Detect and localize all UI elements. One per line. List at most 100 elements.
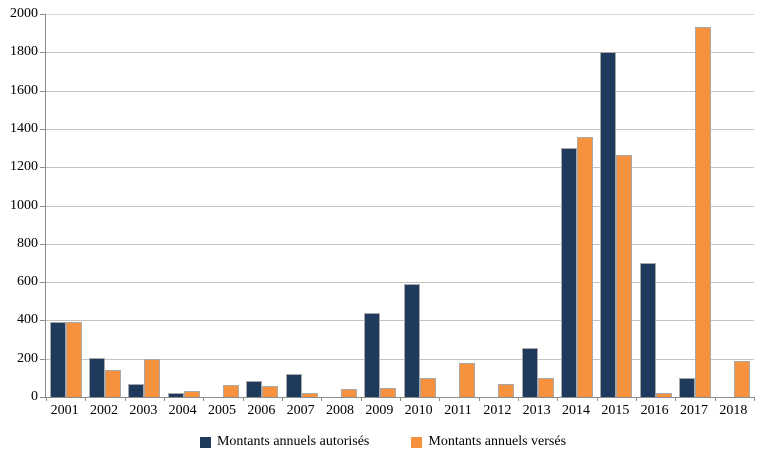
legend-item-verses: Montants annuels versés (411, 434, 566, 450)
gridline-800 (46, 243, 754, 245)
x-axis-tick (360, 397, 362, 401)
x-axis-tick (675, 397, 677, 401)
x-axis-tick (478, 397, 480, 401)
bar-slot (639, 262, 656, 397)
bar-slot (88, 357, 105, 397)
y-axis-label-1400: 1400 (10, 120, 38, 136)
bar-verses-2008 (340, 389, 357, 397)
bar-slot (576, 136, 593, 397)
bar-autorises-2016 (639, 262, 656, 397)
legend-swatch-autorises-icon (199, 436, 211, 448)
bar-autorises-2006 (246, 380, 263, 397)
bar-group-2009 (361, 14, 400, 397)
bar-verses-2004 (183, 391, 200, 397)
x-axis-tick (557, 397, 559, 401)
bar-group-2012 (479, 14, 518, 397)
bar-slot (262, 385, 279, 397)
bar-group-2002 (85, 14, 124, 397)
y-axis-label-800: 800 (17, 235, 38, 251)
bar-verses-2012 (498, 383, 515, 397)
bar-slot (285, 374, 302, 397)
bar-slot (183, 391, 200, 397)
y-axis-tick (40, 282, 45, 284)
bar-verses-2001 (65, 322, 82, 397)
bar-slot (734, 360, 751, 397)
bar-autorises-2017 (678, 377, 695, 397)
x-axis-label-2004: 2004 (168, 403, 197, 418)
bar-slot (419, 377, 436, 397)
bar-verses-2017 (694, 27, 711, 397)
y-axis-tick (40, 205, 45, 207)
x-axis-label-2003: 2003 (129, 403, 158, 418)
x-axis-tick (124, 397, 126, 401)
bar-group-2017 (675, 14, 714, 397)
gridline-1400 (46, 128, 754, 130)
bar-autorises-2010 (403, 284, 420, 397)
bar-verses-2006 (262, 385, 279, 397)
bar-verses-2010 (419, 377, 436, 397)
x-axis-label-2016: 2016 (640, 403, 669, 418)
gridline-1600 (46, 90, 754, 92)
bar-slot (655, 393, 672, 397)
bar-verses-2003 (144, 358, 161, 397)
x-axis-tick (714, 397, 716, 401)
y-axis-tick (40, 358, 45, 360)
bar-group-2003 (125, 14, 164, 397)
x-axis-label-2008: 2008 (325, 403, 354, 418)
bar-slot (144, 358, 161, 397)
x-axis-label-2015: 2015 (601, 403, 630, 418)
x-axis-tick (400, 397, 401, 401)
y-axis-label-2000: 2000 (10, 6, 38, 21)
x-axis-label-2002: 2002 (89, 403, 118, 418)
bar-slot (340, 389, 357, 397)
x-axis-label-2006: 2006 (247, 403, 276, 418)
bar-verses-2013 (537, 377, 554, 397)
bar-autorises-2014 (560, 148, 577, 397)
bar-group-2007 (282, 14, 321, 397)
bar-verses-2002 (104, 370, 121, 397)
x-axis-label-2014: 2014 (561, 403, 590, 418)
legend-swatch-verses-icon (411, 436, 423, 448)
x-axis-tick (754, 397, 755, 401)
y-axis-tick (40, 52, 45, 54)
x-axis-tick (321, 397, 323, 401)
bar-slot (537, 377, 554, 397)
bar-verses-2016 (655, 393, 672, 397)
y-axis-tick (40, 167, 45, 169)
bar-verses-2014 (576, 136, 593, 397)
x-axis-tick (282, 397, 283, 401)
bar-group-2011 (439, 14, 478, 397)
y-axis-label-1600: 1600 (10, 82, 38, 98)
x-axis-label-2010: 2010 (404, 403, 433, 418)
x-axis-tick (439, 397, 441, 401)
x-axis-tick (46, 397, 47, 401)
bar-group-2018 (715, 14, 754, 397)
x-axis-tick (596, 397, 598, 401)
bar-verses-2015 (616, 154, 633, 397)
gridline-2000 (46, 14, 754, 15)
bar-slot (222, 384, 239, 397)
bar-verses-2007 (301, 393, 318, 397)
y-axis-tick (40, 90, 45, 92)
gridline-1800 (46, 52, 754, 54)
bar-slot (246, 380, 263, 397)
x-axis-tick (164, 397, 165, 401)
bar-autorises-2009 (364, 312, 381, 397)
bar-slot (694, 27, 711, 397)
bar-slot (167, 393, 184, 397)
bar-slot (128, 383, 145, 397)
bar-verses-2011 (458, 362, 475, 397)
y-axis-label-600: 600 (17, 274, 38, 290)
y-axis-label-200: 200 (17, 350, 38, 366)
x-axis-label-2017: 2017 (679, 403, 708, 418)
bar-slot (380, 388, 397, 397)
bar-autorises-2015 (600, 52, 617, 397)
bar-verses-2009 (380, 388, 397, 397)
x-axis-label-2013: 2013 (522, 403, 551, 418)
gridline-1000 (46, 205, 754, 207)
bar-slot (600, 52, 617, 397)
gridline-1200 (46, 167, 754, 169)
x-axis-tick (85, 397, 87, 401)
bar-verses-2005 (222, 384, 239, 397)
